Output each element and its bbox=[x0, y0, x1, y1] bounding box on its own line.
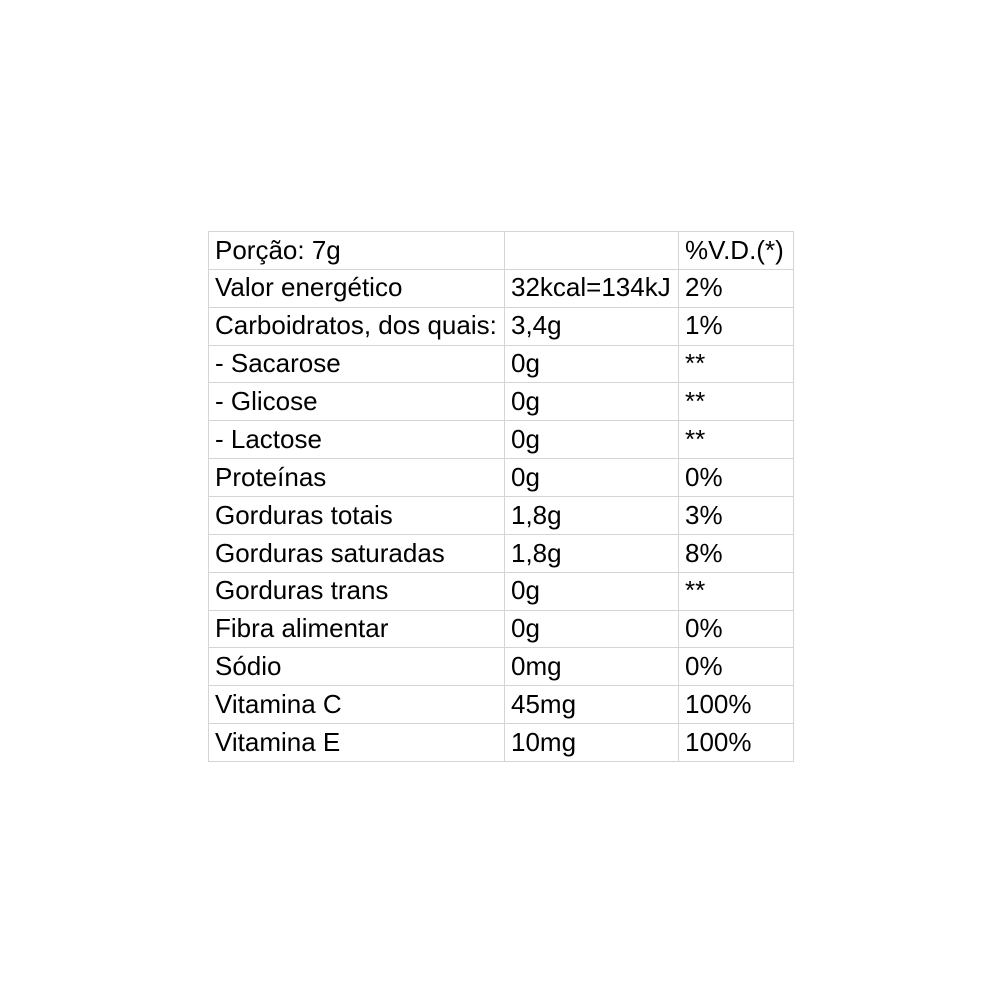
daily-value-cell: ** bbox=[678, 571, 794, 611]
daily-value-cell: 100% bbox=[678, 685, 794, 725]
table-row: Gorduras totais 1,8g 3% bbox=[208, 496, 794, 535]
nutrient-cell: Gorduras trans bbox=[208, 571, 505, 611]
table-row: Fibra alimentar 0g 0% bbox=[208, 609, 794, 649]
daily-value-cell: ** bbox=[678, 382, 794, 422]
table-row: Vitamina C 45mg 100% bbox=[208, 685, 794, 725]
empty-header-cell bbox=[504, 231, 679, 270]
table-row: Gorduras trans 0g ** bbox=[208, 571, 794, 611]
table-row: - Sacarose 0g ** bbox=[208, 344, 794, 384]
nutrient-cell: - Glicose bbox=[208, 382, 505, 422]
daily-value-cell: 0% bbox=[678, 609, 794, 649]
nutrient-cell: Carboidratos, dos quais: bbox=[208, 306, 505, 346]
amount-cell: 0g bbox=[504, 458, 679, 498]
table-row: Carboidratos, dos quais: 3,4g 1% bbox=[208, 306, 794, 346]
nutrient-cell: - Lactose bbox=[208, 420, 505, 460]
table-row: Gorduras saturadas 1,8g 8% bbox=[208, 533, 794, 573]
daily-value-cell: 0% bbox=[678, 458, 794, 498]
daily-value-cell: 100% bbox=[678, 723, 794, 763]
nutrient-cell: Sódio bbox=[208, 647, 505, 687]
nutrient-cell: Gorduras totais bbox=[208, 496, 505, 535]
daily-value-cell: 8% bbox=[678, 533, 794, 573]
nutrient-cell: Gorduras saturadas bbox=[208, 533, 505, 573]
amount-cell: 0mg bbox=[504, 647, 679, 687]
table-row: Valor energético 32kcal=134kJ 2% bbox=[208, 268, 794, 308]
daily-value-header: %V.D.(*) bbox=[678, 231, 794, 270]
nutrition-label: Porção: 7g %V.D.(*) Valor energético 32kc… bbox=[208, 231, 794, 763]
amount-cell: 10mg bbox=[504, 723, 679, 763]
table-row: Proteínas 0g 0% bbox=[208, 458, 794, 498]
amount-cell: 0g bbox=[504, 382, 679, 422]
amount-cell: 0g bbox=[504, 571, 679, 611]
amount-cell: 0g bbox=[504, 609, 679, 649]
daily-value-cell: 1% bbox=[678, 306, 794, 346]
daily-value-cell: ** bbox=[678, 344, 794, 384]
table-row: Vitamina E 10mg 100% bbox=[208, 723, 794, 763]
nutrient-cell: Fibra alimentar bbox=[208, 609, 505, 649]
amount-cell: 45mg bbox=[504, 685, 679, 725]
nutrient-cell: Proteínas bbox=[208, 458, 505, 498]
serving-size-header: Porção: 7g bbox=[208, 231, 505, 270]
nutrient-cell: Vitamina E bbox=[208, 723, 505, 763]
amount-cell: 1,8g bbox=[504, 496, 679, 535]
table-row: Sódio 0mg 0% bbox=[208, 647, 794, 687]
nutrition-table: Porção: 7g %V.D.(*) Valor energético 32kc… bbox=[208, 231, 794, 763]
nutrient-cell: Vitamina C bbox=[208, 685, 505, 725]
nutrient-cell: - Sacarose bbox=[208, 344, 505, 384]
table-row: - Lactose 0g ** bbox=[208, 420, 794, 460]
table-header-row: Porção: 7g %V.D.(*) bbox=[208, 231, 794, 270]
amount-cell: 3,4g bbox=[504, 306, 679, 346]
daily-value-cell: 2% bbox=[678, 268, 794, 308]
daily-value-cell: ** bbox=[678, 420, 794, 460]
daily-value-cell: 3% bbox=[678, 496, 794, 535]
table-row: - Glicose 0g ** bbox=[208, 382, 794, 422]
amount-cell: 0g bbox=[504, 420, 679, 460]
amount-cell: 0g bbox=[504, 344, 679, 384]
daily-value-cell: 0% bbox=[678, 647, 794, 687]
amount-cell: 32kcal=134kJ bbox=[504, 268, 679, 308]
amount-cell: 1,8g bbox=[504, 533, 679, 573]
nutrient-cell: Valor energético bbox=[208, 268, 505, 308]
